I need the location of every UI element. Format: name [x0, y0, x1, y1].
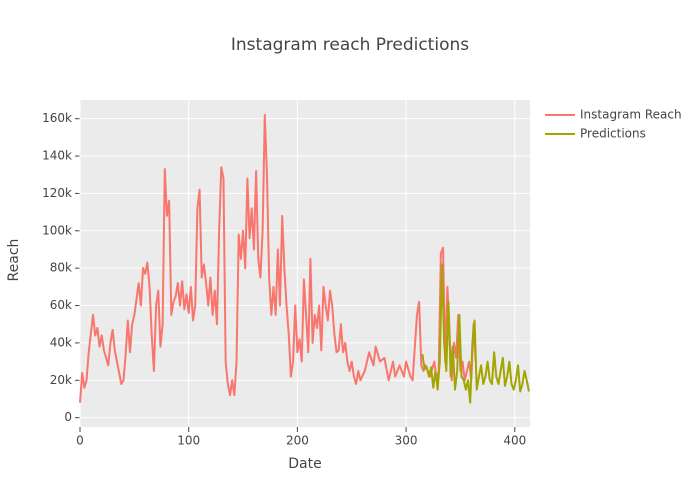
legend-label: Predictions: [580, 127, 646, 141]
x-tick-label: 0: [76, 434, 84, 448]
x-tick-label: 100: [177, 434, 200, 448]
y-axis-title: Reach: [6, 239, 22, 282]
y-tick-label: 120k: [42, 186, 72, 200]
y-tick-label: 100k: [42, 223, 72, 237]
x-tick-label: 200: [286, 434, 309, 448]
y-tick-label: 60k: [50, 298, 72, 312]
x-tick-label: 300: [395, 434, 418, 448]
line: [79, 113, 477, 403]
y-tick-label: 40k: [50, 335, 72, 349]
x-axis-title: Date: [288, 456, 321, 472]
chart-title: Instagram reach Predictions: [231, 35, 469, 55]
y-tick-label: 140k: [42, 149, 72, 163]
line: [421, 263, 530, 404]
y-tick-label: 160k: [42, 111, 72, 125]
legend-label: Instagram Reach: [580, 108, 682, 122]
x-tick-label: 400: [503, 434, 526, 448]
y-tick-label: 80k: [50, 261, 72, 275]
y-tick-label: 0: [64, 410, 72, 424]
y-tick-label: 20k: [50, 373, 72, 387]
